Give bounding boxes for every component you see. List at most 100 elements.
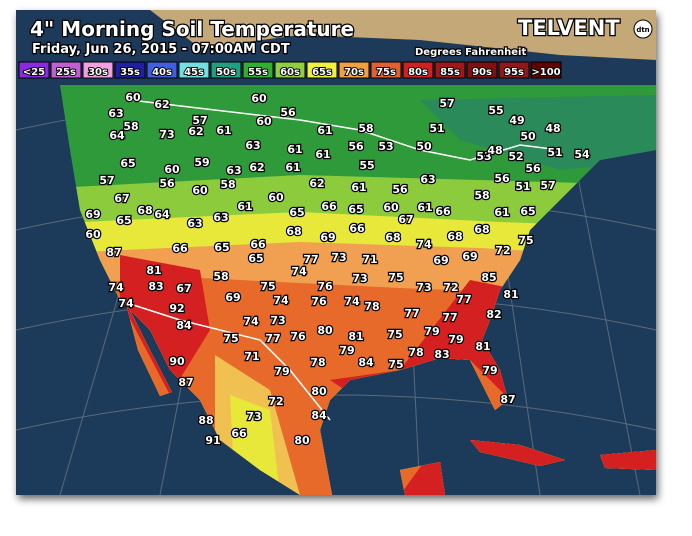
legend-swatch	[18, 61, 50, 79]
station-value: 65	[289, 206, 304, 219]
station-value: 48	[487, 144, 502, 157]
station-value: 52	[508, 150, 523, 163]
station-value: 80	[317, 324, 333, 337]
station-value: 68	[447, 230, 462, 243]
station-value: 58	[213, 270, 228, 283]
legend-label: 30s	[88, 67, 108, 78]
station-value: 77	[404, 307, 419, 320]
legend-swatch	[210, 61, 242, 79]
station-value: 87	[500, 393, 515, 406]
station-value: 77	[303, 253, 318, 266]
station-value: 56	[494, 172, 510, 185]
legend-swatch	[498, 61, 530, 79]
station-value: 68	[474, 223, 489, 236]
station-value: 66	[349, 222, 365, 235]
station-value: 84	[358, 356, 374, 369]
station-value: 68	[385, 231, 400, 244]
station-value: 81	[146, 264, 161, 277]
station-value: 57	[192, 114, 207, 127]
station-value: 87	[178, 376, 193, 389]
legend-label: 70s	[344, 67, 364, 78]
station-value: 67	[114, 192, 129, 205]
station-value: 68	[137, 204, 152, 217]
station-value: 49	[509, 114, 524, 127]
station-value: 76	[311, 295, 327, 308]
station-value: 79	[448, 333, 463, 346]
station-value: 88	[198, 414, 213, 427]
station-value: 64	[154, 208, 170, 221]
station-value: 74	[243, 315, 259, 328]
station-value: 79	[482, 364, 497, 377]
station-value: 91	[205, 434, 220, 447]
station-value: 74	[344, 295, 360, 308]
station-value: 63	[108, 107, 123, 120]
legend-swatch	[306, 61, 338, 79]
station-value: 78	[408, 346, 423, 359]
legend-swatch	[178, 61, 210, 79]
legend-label: <25	[23, 67, 45, 78]
station-value: 73	[416, 281, 431, 294]
station-value: 81	[503, 288, 518, 301]
station-value: 60	[383, 201, 399, 214]
station-value: 62	[154, 98, 169, 111]
station-value: 66	[231, 427, 247, 440]
legend-label: 65s	[312, 67, 332, 78]
station-value: 69	[225, 291, 240, 304]
station-value: 65	[520, 205, 535, 218]
station-value: 75	[388, 358, 403, 371]
station-value: 55	[359, 159, 374, 172]
station-value: 61	[317, 124, 332, 137]
station-value: 73	[352, 272, 367, 285]
station-value: 79	[274, 365, 289, 378]
station-value: 74	[416, 238, 432, 251]
station-value: 81	[348, 330, 363, 343]
station-value: 82	[486, 308, 501, 321]
station-value: 73	[270, 314, 285, 327]
legend-swatch	[114, 61, 146, 79]
station-value: 81	[475, 340, 490, 353]
station-value: 63	[420, 173, 435, 186]
station-value: 85	[481, 271, 496, 284]
station-value: 66	[435, 205, 451, 218]
station-value: 75	[387, 328, 402, 341]
station-value: 69	[85, 208, 100, 221]
station-value: 74	[118, 297, 134, 310]
legend-label: 95s	[504, 67, 524, 78]
station-value: 60	[85, 228, 101, 241]
station-value: 76	[317, 280, 333, 293]
station-value: 50	[520, 130, 536, 143]
legend-label: 45s	[184, 67, 204, 78]
legend-label: >100	[531, 67, 560, 78]
station-value: 50	[416, 140, 432, 153]
station-value: 75	[260, 280, 275, 293]
station-value: 72	[268, 395, 283, 408]
legend: <25 25s 30s 35s 40s 45s 50s 55s 60s 65s 70s 75s 80s 8…	[18, 61, 562, 79]
legend-label: 55s	[248, 67, 268, 78]
brand: TELVENT	[518, 16, 620, 40]
station-value: 48	[545, 122, 560, 135]
legend-label: 75s	[376, 67, 396, 78]
units: Degrees Fahrenheit	[415, 47, 526, 58]
station-value: 66	[172, 242, 188, 255]
station-value: 65	[214, 241, 229, 254]
legend-swatch	[466, 61, 498, 79]
station-value: 61	[417, 201, 432, 214]
station-value: 61	[351, 181, 366, 194]
station-value: 62	[249, 161, 264, 174]
header-land	[150, 10, 656, 60]
station-value: 60	[268, 191, 284, 204]
station-value: 80	[294, 434, 310, 447]
station-value: 67	[176, 282, 191, 295]
station-value: 65	[348, 203, 363, 216]
station-value: 92	[169, 302, 184, 315]
station-value: 57	[540, 179, 555, 192]
borders	[117, 99, 561, 421]
legend-label: 25s	[56, 67, 76, 78]
legend-swatch	[434, 61, 466, 79]
station-value: 60	[164, 163, 180, 176]
brand-badge-circle	[633, 19, 653, 39]
station-value: 75	[388, 271, 403, 284]
legend-swatch	[402, 61, 434, 79]
legend-label: 90s	[472, 67, 492, 78]
